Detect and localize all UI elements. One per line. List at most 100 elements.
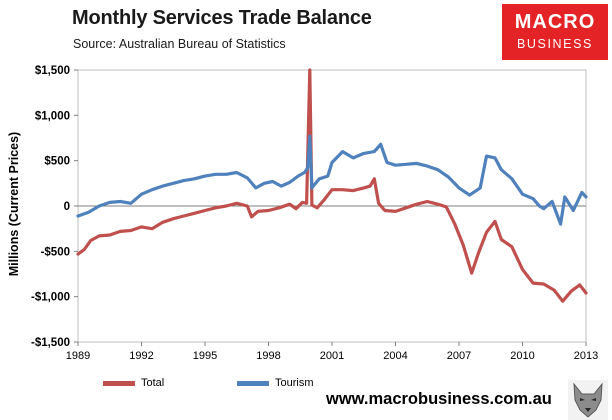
data-point-tourism	[327, 175, 329, 177]
data-point-total	[98, 235, 100, 237]
data-point-tourism	[405, 163, 407, 165]
data-point-total	[500, 238, 502, 241]
data-point-tourism	[236, 171, 238, 174]
data-point-tourism	[289, 181, 291, 183]
data-point-total	[405, 207, 407, 209]
y-axis-ticks: -$1,500 -$1,000 -$500 0 $500 $1,000 $1,500	[31, 65, 78, 349]
data-point-tourism	[394, 164, 397, 166]
data-point-tourism	[162, 185, 164, 187]
legend-item-tourism: Tourism	[237, 377, 314, 389]
data-point-total	[543, 283, 545, 285]
data-point-tourism	[225, 173, 227, 175]
data-point-total	[257, 210, 259, 212]
y-tick-label: $500	[44, 156, 70, 168]
data-point-total	[532, 282, 534, 284]
data-point-tourism	[309, 135, 311, 137]
y-tick-label: -$500	[41, 246, 70, 258]
data-point-tourism	[564, 196, 566, 198]
x-tick-label: 2010	[510, 350, 534, 362]
data-point-tourism	[172, 182, 174, 184]
data-point-tourism	[318, 178, 320, 180]
x-tick-label: 2013	[574, 350, 598, 362]
legend-swatch-total	[103, 380, 135, 386]
data-point-tourism	[342, 151, 344, 153]
data-point-total	[462, 244, 464, 246]
data-point-tourism	[437, 169, 439, 171]
data-point-tourism	[130, 202, 132, 204]
wolf-head-icon	[568, 380, 608, 420]
data-point-tourism	[352, 157, 354, 159]
data-point-tourism	[140, 193, 143, 195]
data-point-total	[384, 209, 386, 212]
data-point-total	[193, 212, 195, 214]
data-point-tourism	[215, 173, 217, 175]
data-point-total	[77, 253, 79, 255]
legend-label-total: Total	[141, 377, 165, 389]
x-tick-label: 1989	[66, 350, 90, 362]
data-point-total	[306, 202, 308, 204]
data-point-total	[426, 200, 428, 203]
data-point-tourism	[500, 169, 502, 171]
data-point-total	[471, 272, 473, 274]
data-point-total	[562, 300, 564, 302]
data-point-tourism	[263, 182, 265, 184]
data-point-tourism	[109, 201, 111, 203]
data-point-tourism	[543, 208, 545, 210]
y-axis-label: Millions (Current Prices)	[7, 131, 21, 277]
data-point-tourism	[193, 178, 195, 180]
data-point-tourism	[532, 198, 534, 200]
macro-business-logo[interactable]: MACRO BUSINESS	[502, 4, 608, 60]
data-point-tourism	[538, 205, 541, 207]
data-point-tourism	[204, 175, 206, 177]
y-tick-label: -$1,500	[31, 337, 70, 349]
data-point-total	[521, 268, 524, 271]
x-tick-label: 1992	[129, 350, 153, 362]
data-point-total	[494, 220, 496, 222]
data-point-total	[246, 205, 248, 207]
data-point-tourism	[511, 178, 513, 180]
data-point-total	[215, 207, 217, 209]
data-point-tourism	[151, 189, 153, 191]
source-note: Source: Australian Bureau of Statistics	[73, 37, 286, 51]
data-point-total	[83, 248, 85, 251]
data-point-tourism	[581, 191, 583, 193]
data-point-tourism	[98, 205, 100, 207]
data-point-total	[373, 178, 375, 180]
data-point-tourism	[119, 200, 121, 203]
data-point-total	[267, 209, 270, 212]
data-point-total	[454, 223, 456, 225]
data-point-tourism	[307, 167, 309, 169]
data-point-total	[109, 234, 111, 236]
data-point-tourism	[255, 187, 257, 189]
data-point-total	[309, 69, 311, 71]
data-point-tourism	[426, 165, 428, 167]
data-point-tourism	[380, 143, 382, 145]
data-point-tourism	[363, 152, 365, 154]
data-point-total	[236, 202, 238, 204]
data-point-total	[477, 253, 479, 255]
data-point-tourism	[373, 151, 375, 153]
chart-title: Monthly Services Trade Balance	[72, 7, 372, 29]
data-point-tourism	[521, 193, 524, 195]
data-point-total	[570, 290, 572, 292]
data-point-tourism	[272, 180, 274, 183]
x-tick-label: 1998	[256, 350, 280, 362]
data-point-total	[278, 207, 280, 209]
data-point-total	[437, 203, 439, 205]
data-point-tourism	[311, 187, 313, 189]
data-point-tourism	[303, 171, 306, 174]
data-point-tourism	[386, 161, 388, 164]
data-point-total	[140, 226, 143, 228]
data-point-total	[553, 289, 555, 291]
data-point-total	[378, 202, 380, 204]
data-point-total	[204, 209, 206, 212]
data-point-total	[322, 200, 325, 202]
data-point-total	[416, 203, 418, 205]
data-point-tourism	[585, 196, 587, 198]
data-point-total	[130, 229, 132, 232]
website-link[interactable]: www.macrobusiness.com.au	[326, 390, 552, 408]
data-point-total	[90, 239, 92, 242]
data-point-tourism	[183, 180, 185, 182]
data-point-total	[225, 205, 227, 207]
